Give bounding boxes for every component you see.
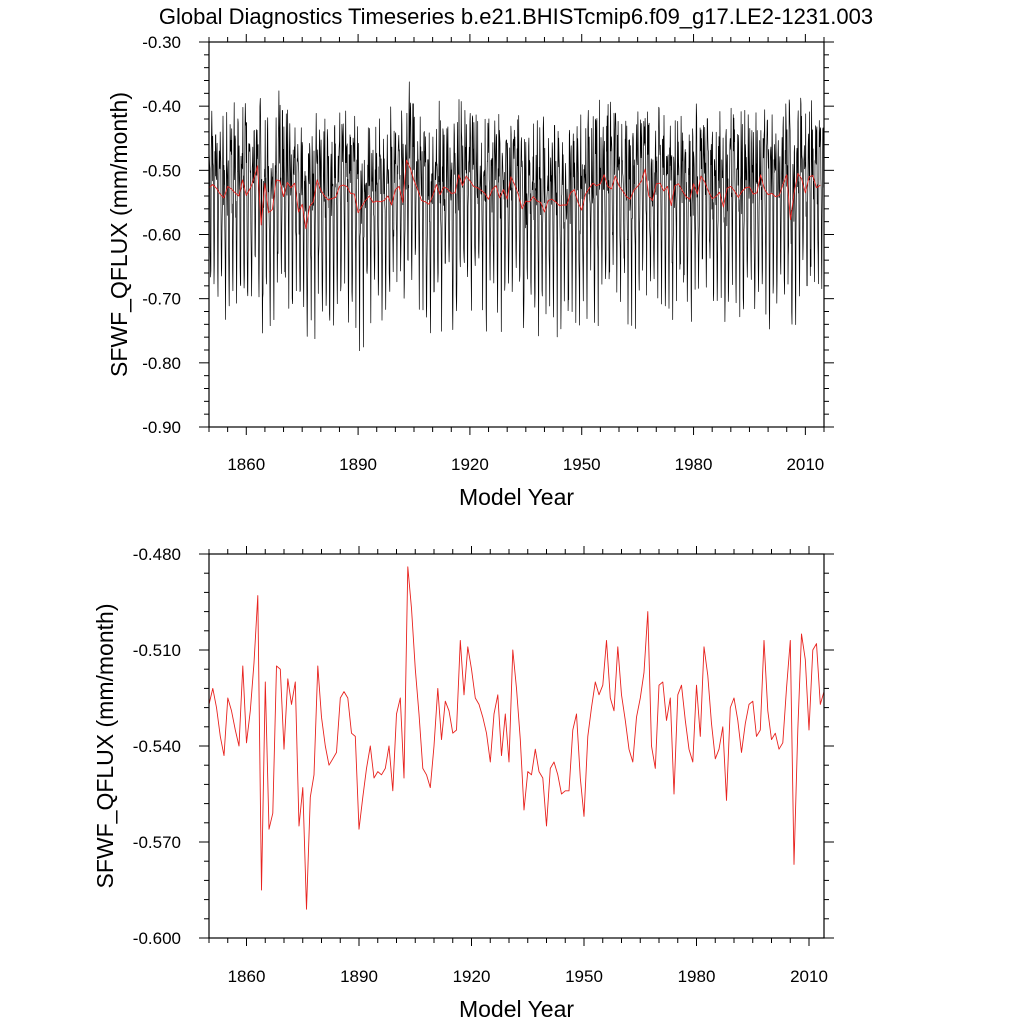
monthly-series-line: [208, 81, 825, 352]
x-tick-label: 1860: [228, 967, 266, 986]
x-axis-label: Model Year: [459, 996, 574, 1022]
y-axis: -0.480 -0.510 -0.540 -0.570 -0.600 SFWF_QFLUX…: [92, 545, 834, 948]
y-tick-label: -0.80: [142, 354, 181, 373]
y-tick-label: -0.600: [133, 929, 181, 948]
y-axis-label: SFWF_QFLUX (mm/month): [92, 604, 118, 889]
y-tick-label: -0.90: [142, 418, 181, 437]
x-tick-label: 1920: [453, 967, 491, 986]
x-tick-label: 2010: [786, 455, 824, 474]
y-tick-label: -0.480: [133, 545, 181, 564]
y-tick-label: -0.50: [142, 161, 181, 180]
plot-area: [208, 566, 825, 910]
x-tick-label: 1950: [565, 967, 603, 986]
x-tick-label: 1890: [339, 455, 377, 474]
y-tick-label: -0.570: [133, 833, 181, 852]
x-axis: 1860 1890 1920 1950 1980 2010 Model Year: [208, 34, 825, 510]
y-tick-label: -0.540: [133, 737, 181, 756]
y-tick-label: -0.30: [142, 33, 181, 52]
y-tick-label: -0.60: [142, 226, 181, 245]
annual-series-line: [208, 159, 821, 230]
plot-area: [208, 81, 825, 352]
y-axis-label: SFWF_QFLUX (mm/month): [106, 92, 132, 377]
x-tick-label: 1950: [563, 455, 601, 474]
bottom-panel: 1860 1890 1920 1950 1980 2010 Model Year -0.480…: [92, 545, 834, 1022]
x-axis: 1860 1890 1920 1950 1980 2010 Model Year: [208, 546, 828, 1022]
x-axis-label: Model Year: [459, 484, 574, 510]
x-tick-label: 1920: [451, 455, 489, 474]
y-axis: -0.30 -0.40 -0.50 -0.60 -0.70 -0.80 -0.90 SFWF_…: [106, 33, 834, 437]
y-tick-label: -0.510: [133, 641, 181, 660]
figure-title: Global Diagnostics Timeseries b.e21.BHIS…: [159, 4, 873, 29]
x-tick-label: 1890: [340, 967, 378, 986]
x-tick-label: 1980: [675, 455, 713, 474]
annual-series-line: [208, 566, 825, 910]
y-tick-label: -0.40: [142, 97, 181, 116]
x-tick-label: 1980: [678, 967, 716, 986]
x-tick-label: 1860: [227, 455, 265, 474]
y-tick-label: -0.70: [142, 290, 181, 309]
x-tick-label: 2010: [790, 967, 828, 986]
plot-frame: [208, 553, 825, 939]
